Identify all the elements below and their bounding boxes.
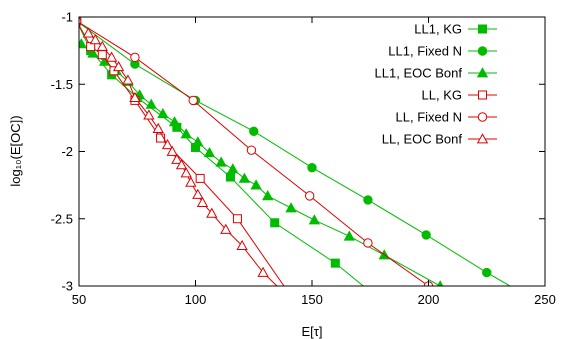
data-point: [166, 145, 178, 156]
legend-item: LL1, EOC Bonf: [375, 66, 497, 81]
legend-label: LL, KG: [422, 88, 462, 103]
legend-label: LL1, Fixed N: [388, 44, 462, 59]
series-4: [79, 17, 434, 286]
legend-item: LL, Fixed N: [396, 110, 497, 125]
data-point: [196, 196, 209, 207]
data-point: [171, 153, 183, 164]
data-point: [220, 223, 232, 234]
data-point: [168, 116, 181, 127]
data-point: [145, 98, 157, 109]
y-tick-label: -2.5: [51, 211, 73, 226]
data-point: [143, 109, 155, 120]
data-point: [249, 126, 259, 137]
data-point: [363, 195, 373, 205]
data-point: [87, 47, 99, 58]
data-point: [206, 207, 218, 218]
y-axis-label: log₁₀(E[OC]): [8, 115, 23, 186]
data-point: [156, 133, 166, 143]
data-point: [363, 238, 373, 248]
legend-item: LL, EOC Bonf: [382, 132, 497, 147]
legend-label: LL1, EOC Bonf: [375, 66, 463, 81]
data-point: [180, 167, 192, 178]
x-axis-label: E[τ]: [301, 324, 322, 339]
y-tick-label: -1.5: [51, 77, 73, 92]
data-point: [97, 50, 107, 60]
data-point: [161, 138, 174, 150]
data-point: [192, 136, 204, 147]
legend-item: LL, KG: [422, 88, 497, 103]
x-tick-label: 250: [534, 292, 556, 307]
legend-marker: [478, 90, 487, 100]
data-point: [157, 108, 169, 119]
data-point: [152, 122, 164, 133]
data-point: [96, 40, 108, 51]
data-point: [122, 74, 134, 85]
axes-layer: 50 100 150 200 250 -3 -2.5 -2 -1.5 -1: [51, 10, 556, 308]
series-line: [80, 43, 441, 286]
data-point: [215, 156, 227, 167]
y-tick-label: -3: [61, 279, 73, 294]
data-point: [180, 128, 192, 139]
data-point: [192, 188, 204, 199]
data-point: [236, 239, 248, 250]
data-point: [343, 230, 355, 241]
data-point: [304, 191, 315, 201]
data-point: [105, 51, 118, 62]
data-point: [270, 218, 280, 228]
data-point: [227, 163, 239, 174]
data-point: [238, 172, 251, 183]
series-layer: [79, 17, 511, 286]
y-tick-label: -2: [61, 144, 73, 159]
legend-marker: [477, 46, 488, 56]
legend-label: LL, EOC Bonf: [382, 132, 463, 147]
data-point: [130, 52, 140, 63]
data-point: [257, 266, 269, 277]
x-tick-label: 100: [185, 292, 207, 307]
y-tick-label: -1: [61, 10, 73, 25]
data-point: [188, 95, 198, 106]
data-point: [482, 267, 492, 278]
data-point: [246, 145, 257, 155]
data-point: [225, 172, 235, 182]
data-point: [250, 179, 262, 190]
data-point: [203, 147, 216, 158]
data-point: [307, 162, 317, 173]
legend-label: LL, Fixed N: [396, 110, 462, 125]
data-point: [129, 91, 141, 103]
legend-item: LL1, KG: [414, 22, 497, 37]
x-tick-label: 200: [418, 292, 440, 307]
data-point: [421, 230, 431, 240]
series-5: [82, 27, 278, 286]
data-point: [79, 38, 87, 49]
legend-item: LL1, Fixed N: [388, 44, 497, 59]
x-tick-label: 150: [301, 292, 323, 307]
data-point: [89, 34, 101, 45]
data-point: [232, 214, 242, 224]
legend-marker: [478, 24, 487, 34]
data-point: [82, 27, 94, 38]
legend-marker: [476, 133, 489, 144]
x-tick-label: 50: [72, 292, 86, 307]
data-point: [285, 202, 297, 213]
data-point: [185, 176, 197, 187]
legend-marker: [476, 67, 489, 78]
data-point: [330, 258, 340, 268]
data-point: [175, 159, 188, 170]
data-point: [195, 173, 205, 183]
legend: LL1, KG LL1, Fixed N LL1, EOC Bonf LL, KG LL…: [375, 22, 497, 147]
data-point: [308, 214, 320, 225]
data-point: [262, 190, 274, 201]
legend-label: LL1, KG: [414, 22, 462, 37]
legend-marker: [477, 112, 488, 122]
data-point: [112, 60, 125, 72]
